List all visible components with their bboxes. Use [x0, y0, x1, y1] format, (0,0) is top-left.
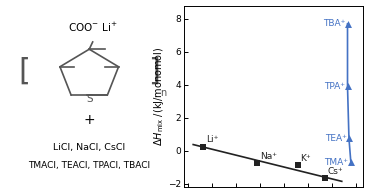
Text: [: [: [18, 57, 30, 85]
Point: [345, 85, 350, 88]
Text: TEA⁺: TEA⁺: [325, 134, 346, 143]
Point: [295, 163, 301, 166]
Text: TMACl, TEACl, TPACl, TBACl: TMACl, TEACl, TPACl, TBACl: [28, 161, 150, 170]
Text: COO$^{-}$ Li$^{+}$: COO$^{-}$ Li$^{+}$: [68, 21, 117, 34]
Text: Li⁺: Li⁺: [206, 135, 218, 144]
Text: K⁺: K⁺: [301, 154, 311, 163]
Text: TMA⁺: TMA⁺: [324, 158, 349, 167]
Y-axis label: $\Delta H_\mathrm{mix}$ /(kJ/monomol): $\Delta H_\mathrm{mix}$ /(kJ/monomol): [152, 47, 166, 146]
Text: Cs⁺: Cs⁺: [328, 167, 344, 176]
Text: ]: ]: [148, 57, 160, 85]
Point: [200, 145, 206, 148]
Text: Na⁺: Na⁺: [260, 152, 277, 161]
Point: [348, 161, 354, 164]
Text: S: S: [86, 94, 92, 104]
Text: n: n: [160, 88, 166, 98]
Text: +: +: [83, 113, 95, 127]
Text: TBA⁺: TBA⁺: [323, 19, 345, 28]
Text: LiCl, NaCl, CsCl: LiCl, NaCl, CsCl: [53, 143, 125, 152]
Point: [346, 137, 352, 140]
Point: [254, 162, 260, 165]
Point: [323, 177, 328, 180]
Point: [345, 22, 350, 25]
Text: TPA⁺: TPA⁺: [324, 82, 345, 91]
